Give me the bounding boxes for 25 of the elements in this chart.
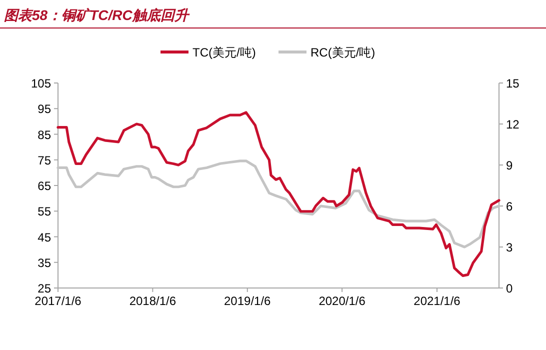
x-tick-label: 2018/1/6 [129,294,176,308]
x-tick-label: 2020/1/6 [318,294,366,308]
y2-tick-label: 3 [506,240,513,254]
legend-label: TC(美元/吨) [192,46,256,60]
y-tick-label: 55 [38,204,52,219]
x-tick-label: 2019/1/6 [224,294,272,308]
y-tick-label: 85 [38,128,52,142]
y-tick-label: 45 [38,230,52,244]
y2-tick-label: 0 [506,282,513,296]
y2-tick-label: 6 [506,200,513,214]
chart-title: 图表58：铜矿TC/RC触底回升 [4,7,190,23]
y-tick-label: 65 [38,179,52,193]
y2-tick-label: 9 [506,158,513,172]
y2-tick-label: 15 [506,76,520,90]
y-tick-label: 105 [30,76,52,90]
y-tick-label: 35 [38,256,52,270]
y-tick-label: 75 [38,153,52,168]
legend-label: RC(美元/吨) [310,46,376,60]
y-tick-label: 25 [38,282,52,296]
y2-tick-label: 12 [506,118,520,132]
line-series [56,160,500,248]
line-series [56,111,500,277]
y-tick-label: 95 [38,102,52,116]
x-tick-label: 2021/1/6 [414,294,461,308]
x-tick-label: 2017/1/6 [34,294,82,308]
